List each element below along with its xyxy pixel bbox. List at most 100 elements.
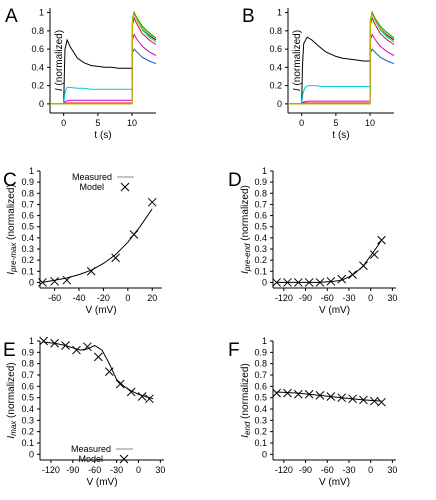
- y-tick-label: 1: [39, 8, 44, 18]
- x-tick-label: -90: [299, 465, 312, 475]
- x-tick-label: -60: [88, 465, 101, 475]
- measured-point: [50, 338, 59, 348]
- series-line: [50, 12, 157, 105]
- y-tick-label: 0.4: [254, 233, 267, 243]
- measured-point: [272, 388, 281, 398]
- x-axis-label: V (mV): [86, 477, 117, 488]
- y-tick-label: 0.3: [254, 244, 267, 254]
- series-line: [288, 12, 395, 105]
- measured-point: [83, 342, 92, 352]
- y-tick-label: 0.7: [21, 370, 34, 380]
- measured-point: [283, 388, 292, 398]
- y-tick-label: 0.1: [21, 438, 34, 448]
- y-tick-label: 0.8: [21, 359, 34, 369]
- measured-point: [104, 367, 114, 376]
- y-tick-label: 0.2: [31, 81, 44, 91]
- y-tick-label: 0.1: [21, 266, 34, 276]
- measured-point: [137, 392, 147, 401]
- y-tick-label: 1: [277, 8, 282, 18]
- y-tick-label: 0.9: [21, 347, 34, 357]
- y-tick-label: 0.5: [254, 393, 267, 403]
- y-tick-label: 0.2: [21, 255, 34, 265]
- measured-point: [72, 345, 81, 355]
- legend-entry: Measured: [71, 444, 111, 454]
- panel-c: 00.10.20.30.40.50.60.70.80.91-60 -40 -20 0 2…: [3, 166, 162, 316]
- x-axis-label: t (s): [94, 130, 111, 141]
- y-tick-label: 1: [29, 166, 34, 176]
- x-tick-label: 10: [127, 118, 137, 128]
- x-tick-label: -120: [42, 465, 60, 475]
- y-tick-label: 0.5: [21, 393, 34, 403]
- y-tick-label: 0.4: [269, 62, 282, 72]
- x-tick-label: -40: [73, 293, 86, 303]
- y-tick-label: 0.9: [254, 347, 267, 357]
- measured-point: [359, 395, 368, 405]
- measured-point: [326, 392, 336, 401]
- x-tick-label: -30: [110, 465, 123, 475]
- measured-point: [50, 276, 59, 286]
- series-line: [50, 48, 157, 105]
- y-tick-label: 0.6: [269, 44, 282, 54]
- x-axis-label: V (mV): [319, 305, 350, 316]
- y-tick-label: 0.1: [254, 438, 267, 448]
- y-tick-label: 0: [262, 449, 267, 459]
- model-line: [276, 239, 382, 283]
- y-tick-label: 0.6: [31, 44, 44, 54]
- x-tick-label: 0: [368, 465, 373, 475]
- x-tick-label: 20: [147, 293, 157, 303]
- y-tick-label: 0.6: [21, 381, 34, 391]
- legend-entry: Model: [78, 454, 103, 464]
- measured-point: [145, 394, 154, 404]
- measured-point: [147, 197, 157, 207]
- x-tick-label: -60: [321, 465, 334, 475]
- panel-label: F: [228, 340, 240, 361]
- y-tick-label: 0.2: [254, 255, 267, 265]
- y-tick-label: 0.8: [269, 26, 282, 36]
- y-tick-label: 0: [277, 99, 282, 109]
- measured-point: [337, 274, 347, 284]
- measured-point: [369, 250, 379, 259]
- measured-point: [315, 278, 325, 287]
- panel-d: 00.10.20.30.40.50.60.70.80.91-120 -90 -60-…: [228, 166, 397, 316]
- y-axis-label: I (normalized): [292, 30, 303, 91]
- x-tick-label: 0: [368, 293, 373, 303]
- x-tick-label: 0: [61, 118, 66, 128]
- measured-point: [377, 235, 386, 245]
- y-tick-label: 0.4: [31, 62, 44, 72]
- measured-point: [93, 352, 103, 362]
- y-tick-label: 1: [262, 166, 267, 176]
- x-tick-label: -30: [342, 465, 355, 475]
- measured-point: [348, 394, 357, 404]
- x-tick-label: 5: [95, 118, 100, 128]
- measured-point: [126, 387, 136, 397]
- y-tick-label: 0.3: [21, 415, 34, 425]
- measured-point: [337, 393, 347, 403]
- legend-entry: Measured: [72, 172, 112, 182]
- x-tick-label: 0: [136, 465, 141, 475]
- y-tick-label: 0.1: [254, 266, 267, 276]
- y-tick-label: 0.8: [254, 188, 267, 198]
- x-tick-label: -120: [275, 465, 293, 475]
- y-tick-label: 0.4: [21, 404, 34, 414]
- y-tick-label: 0: [29, 277, 34, 287]
- series-line: [288, 12, 395, 105]
- x-tick-label: -20: [97, 293, 110, 303]
- y-tick-label: 0.7: [254, 370, 267, 380]
- x-tick-label: -90: [299, 293, 312, 303]
- y-tick-label: 0.7: [254, 199, 267, 209]
- x-tick-label: -30: [342, 293, 355, 303]
- measured-point: [304, 389, 314, 399]
- y-axis-label: Iend (normalized): [240, 363, 252, 438]
- y-tick-label: 0.8: [31, 26, 44, 36]
- measured-point: [272, 278, 281, 287]
- measured-point: [377, 397, 386, 407]
- model-line: [42, 208, 153, 283]
- measured-point: [304, 278, 314, 287]
- panel-f: 00.10.20.30.40.50.60.70.80.91-120 -90 -60-…: [228, 336, 397, 488]
- measured-point: [348, 270, 357, 279]
- y-tick-label: 0.5: [21, 222, 34, 232]
- y-tick-label: 0.9: [21, 177, 34, 187]
- y-tick-label: 1: [29, 336, 34, 346]
